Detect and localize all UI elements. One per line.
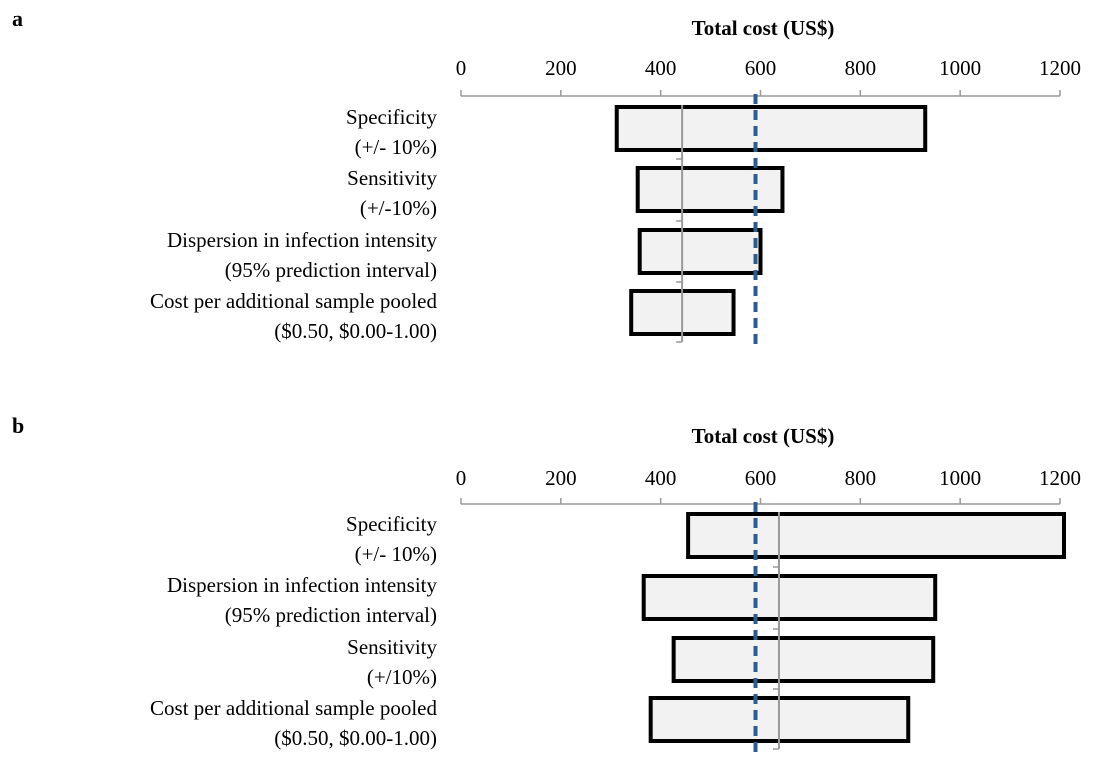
category-range-label: (95% prediction interval) (225, 258, 437, 282)
x-tick-label: 800 (845, 466, 877, 490)
x-tick-label: 200 (545, 466, 577, 490)
category-range-label: ($0.50, $0.00-1.00) (274, 726, 437, 750)
category-range-label: (+/10%) (367, 665, 437, 689)
x-tick-label: 0 (456, 466, 467, 490)
category-label: Dispersion in infection intensity (167, 228, 438, 252)
x-tick-label: 0 (456, 56, 467, 80)
category-range-label: (+/- 10%) (355, 135, 437, 159)
x-tick-label: 1200 (1039, 466, 1081, 490)
category-label: Sensitivity (347, 166, 437, 190)
category-range-label: (95% prediction interval) (225, 603, 437, 627)
category-label: Sensitivity (347, 635, 437, 659)
bar (671, 636, 936, 683)
bar (641, 574, 938, 621)
x-tick-label: 1000 (939, 466, 981, 490)
category-label: Specificity (346, 105, 437, 129)
bar (686, 512, 1066, 559)
x-tick-label: 400 (645, 466, 677, 490)
x-tick-label: 800 (845, 56, 877, 80)
panel-b: b Total cost (US$) 0 200 400 600 800 1000 1200 Sp… (12, 413, 1081, 753)
bar (635, 166, 785, 213)
x-tick-label: 1000 (939, 56, 981, 80)
category-range-label: ($0.50, $0.00-1.00) (274, 319, 437, 343)
x-axis-title: Total cost (US$) (692, 16, 835, 40)
panel-label: a (12, 6, 23, 31)
category-range-label: (+/- 10%) (355, 542, 437, 566)
x-axis-title: Total cost (US$) (692, 424, 835, 448)
category-label: Cost per additional sample pooled (150, 696, 437, 720)
x-tick-label: 200 (545, 56, 577, 80)
bar (614, 105, 928, 152)
panel-a: a Total cost (US$) 0 200 400 600 800 1000 1200 Sp… (12, 6, 1081, 346)
bar (637, 228, 763, 275)
x-tick-label: 400 (645, 56, 677, 80)
x-tick-label: 600 (745, 466, 777, 490)
category-label: Specificity (346, 512, 437, 536)
x-tick-label: 600 (745, 56, 777, 80)
category-label: Dispersion in infection intensity (167, 573, 438, 597)
category-label: Cost per additional sample pooled (150, 289, 437, 313)
x-tick-label: 1200 (1039, 56, 1081, 80)
category-range-label: (+/-10%) (360, 196, 437, 220)
panel-label: b (12, 413, 24, 438)
